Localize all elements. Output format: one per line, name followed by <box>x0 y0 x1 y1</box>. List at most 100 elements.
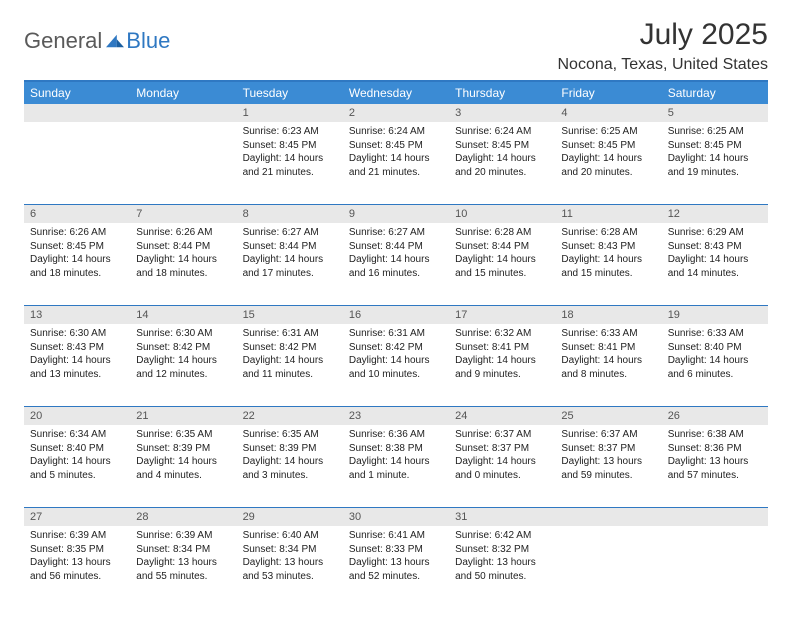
sunset-text: Sunset: 8:39 PM <box>136 442 229 456</box>
calendar-week: 13141516171819Sunrise: 6:30 AMSunset: 8:… <box>24 305 768 406</box>
calendar-cell: Sunrise: 6:25 AMSunset: 8:45 PMDaylight:… <box>662 122 768 204</box>
dow-tuesday: Tuesday <box>237 82 343 104</box>
day-number: 17 <box>449 306 555 324</box>
day-number: 28 <box>130 508 236 526</box>
daylight-text: Daylight: 14 hours and 20 minutes. <box>561 152 654 179</box>
day-number: 9 <box>343 205 449 223</box>
daylight-text: Daylight: 14 hours and 12 minutes. <box>136 354 229 381</box>
sunrise-text: Sunrise: 6:28 AM <box>455 226 548 240</box>
daylight-text: Daylight: 13 hours and 50 minutes. <box>455 556 548 583</box>
calendar-cell: Sunrise: 6:38 AMSunset: 8:36 PMDaylight:… <box>662 425 768 507</box>
daylight-text: Daylight: 13 hours and 55 minutes. <box>136 556 229 583</box>
calendar-week: 6789101112Sunrise: 6:26 AMSunset: 8:45 P… <box>24 204 768 305</box>
sunrise-text: Sunrise: 6:40 AM <box>243 529 336 543</box>
sunrise-text: Sunrise: 6:30 AM <box>136 327 229 341</box>
day-content-row: Sunrise: 6:23 AMSunset: 8:45 PMDaylight:… <box>24 122 768 204</box>
sunset-text: Sunset: 8:34 PM <box>136 543 229 557</box>
sunrise-text: Sunrise: 6:33 AM <box>561 327 654 341</box>
sunset-text: Sunset: 8:37 PM <box>561 442 654 456</box>
day-number: 5 <box>662 104 768 122</box>
daylight-text: Daylight: 14 hours and 11 minutes. <box>243 354 336 381</box>
daylight-text: Daylight: 14 hours and 17 minutes. <box>243 253 336 280</box>
calendar-cell: Sunrise: 6:42 AMSunset: 8:32 PMDaylight:… <box>449 526 555 608</box>
sunset-text: Sunset: 8:36 PM <box>668 442 761 456</box>
calendar-cell: Sunrise: 6:26 AMSunset: 8:44 PMDaylight:… <box>130 223 236 305</box>
daylight-text: Daylight: 14 hours and 21 minutes. <box>243 152 336 179</box>
day-number: 15 <box>237 306 343 324</box>
sunset-text: Sunset: 8:43 PM <box>30 341 123 355</box>
day-number <box>24 104 130 122</box>
daylight-text: Daylight: 13 hours and 52 minutes. <box>349 556 442 583</box>
daylight-text: Daylight: 14 hours and 3 minutes. <box>243 455 336 482</box>
day-number: 23 <box>343 407 449 425</box>
day-number: 1 <box>237 104 343 122</box>
calendar-cell: Sunrise: 6:27 AMSunset: 8:44 PMDaylight:… <box>237 223 343 305</box>
sunrise-text: Sunrise: 6:37 AM <box>455 428 548 442</box>
day-number: 2 <box>343 104 449 122</box>
sunset-text: Sunset: 8:35 PM <box>30 543 123 557</box>
daylight-text: Daylight: 14 hours and 8 minutes. <box>561 354 654 381</box>
day-number-row: 12345 <box>24 104 768 122</box>
month-title: July 2025 <box>558 18 769 52</box>
day-number: 25 <box>555 407 661 425</box>
sunrise-text: Sunrise: 6:39 AM <box>30 529 123 543</box>
dow-sunday: Sunday <box>24 82 130 104</box>
sunset-text: Sunset: 8:37 PM <box>455 442 548 456</box>
sunset-text: Sunset: 8:43 PM <box>668 240 761 254</box>
day-number: 12 <box>662 205 768 223</box>
daylight-text: Daylight: 14 hours and 4 minutes. <box>136 455 229 482</box>
daylight-text: Daylight: 13 hours and 53 minutes. <box>243 556 336 583</box>
sunrise-text: Sunrise: 6:41 AM <box>349 529 442 543</box>
sunset-text: Sunset: 8:45 PM <box>668 139 761 153</box>
day-number-row: 6789101112 <box>24 205 768 223</box>
sunrise-text: Sunrise: 6:26 AM <box>136 226 229 240</box>
day-number: 22 <box>237 407 343 425</box>
sunrise-text: Sunrise: 6:24 AM <box>349 125 442 139</box>
sunrise-text: Sunrise: 6:27 AM <box>349 226 442 240</box>
daylight-text: Daylight: 14 hours and 15 minutes. <box>561 253 654 280</box>
daylight-text: Daylight: 14 hours and 20 minutes. <box>455 152 548 179</box>
sunset-text: Sunset: 8:33 PM <box>349 543 442 557</box>
brand-logo: General Blue <box>24 18 170 54</box>
sunset-text: Sunset: 8:42 PM <box>349 341 442 355</box>
sunrise-text: Sunrise: 6:32 AM <box>455 327 548 341</box>
calendar-cell: Sunrise: 6:24 AMSunset: 8:45 PMDaylight:… <box>449 122 555 204</box>
day-number: 27 <box>24 508 130 526</box>
sunset-text: Sunset: 8:41 PM <box>561 341 654 355</box>
day-number: 30 <box>343 508 449 526</box>
daylight-text: Daylight: 13 hours and 59 minutes. <box>561 455 654 482</box>
daylight-text: Daylight: 14 hours and 13 minutes. <box>30 354 123 381</box>
calendar: Sunday Monday Tuesday Wednesday Thursday… <box>24 80 768 608</box>
day-content-row: Sunrise: 6:39 AMSunset: 8:35 PM Daylight:… <box>24 526 768 608</box>
calendar-cell: Sunrise: 6:31 AMSunset: 8:42 PMDaylight:… <box>343 324 449 406</box>
day-number: 6 <box>24 205 130 223</box>
daylight-text: Daylight: 14 hours and 18 minutes. <box>136 253 229 280</box>
daylight-text: Daylight: 14 hours and 6 minutes. <box>668 354 761 381</box>
calendar-cell: Sunrise: 6:33 AMSunset: 8:40 PMDaylight:… <box>662 324 768 406</box>
sunrise-text: Sunrise: 6:35 AM <box>243 428 336 442</box>
daylight-text: Daylight: 14 hours and 0 minutes. <box>455 455 548 482</box>
calendar-week: 12345Sunrise: 6:23 AMSunset: 8:45 PMDayl… <box>24 104 768 204</box>
sunset-text: Sunset: 8:44 PM <box>136 240 229 254</box>
sunset-text: Sunset: 8:45 PM <box>561 139 654 153</box>
calendar-cell: Sunrise: 6:37 AMSunset: 8:37 PMDaylight:… <box>449 425 555 507</box>
brand-text-blue: Blue <box>126 28 170 54</box>
brand-triangle-icon <box>106 34 124 48</box>
dow-thursday: Thursday <box>449 82 555 104</box>
day-number: 13 <box>24 306 130 324</box>
sunset-text: Sunset: 8:43 PM <box>561 240 654 254</box>
sunset-text: Sunset: 8:38 PM <box>349 442 442 456</box>
calendar-cell: Sunrise: 6:25 AMSunset: 8:45 PMDaylight:… <box>555 122 661 204</box>
day-content-row: Sunrise: 6:30 AMSunset: 8:43 PMDaylight:… <box>24 324 768 406</box>
weeks-container: 12345Sunrise: 6:23 AMSunset: 8:45 PMDayl… <box>24 104 768 608</box>
day-number: 18 <box>555 306 661 324</box>
calendar-cell: Sunrise: 6:35 AMSunset: 8:39 PMDaylight:… <box>237 425 343 507</box>
sunset-text: Sunset: 8:42 PM <box>136 341 229 355</box>
calendar-cell <box>130 122 236 204</box>
page-header: General Blue July 2025 Nocona, Texas, Un… <box>24 18 768 74</box>
calendar-cell: Sunrise: 6:33 AMSunset: 8:41 PMDaylight:… <box>555 324 661 406</box>
sunrise-text: Sunrise: 6:27 AM <box>243 226 336 240</box>
day-of-week-header: Sunday Monday Tuesday Wednesday Thursday… <box>24 82 768 104</box>
day-number <box>555 508 661 526</box>
calendar-cell <box>24 122 130 204</box>
